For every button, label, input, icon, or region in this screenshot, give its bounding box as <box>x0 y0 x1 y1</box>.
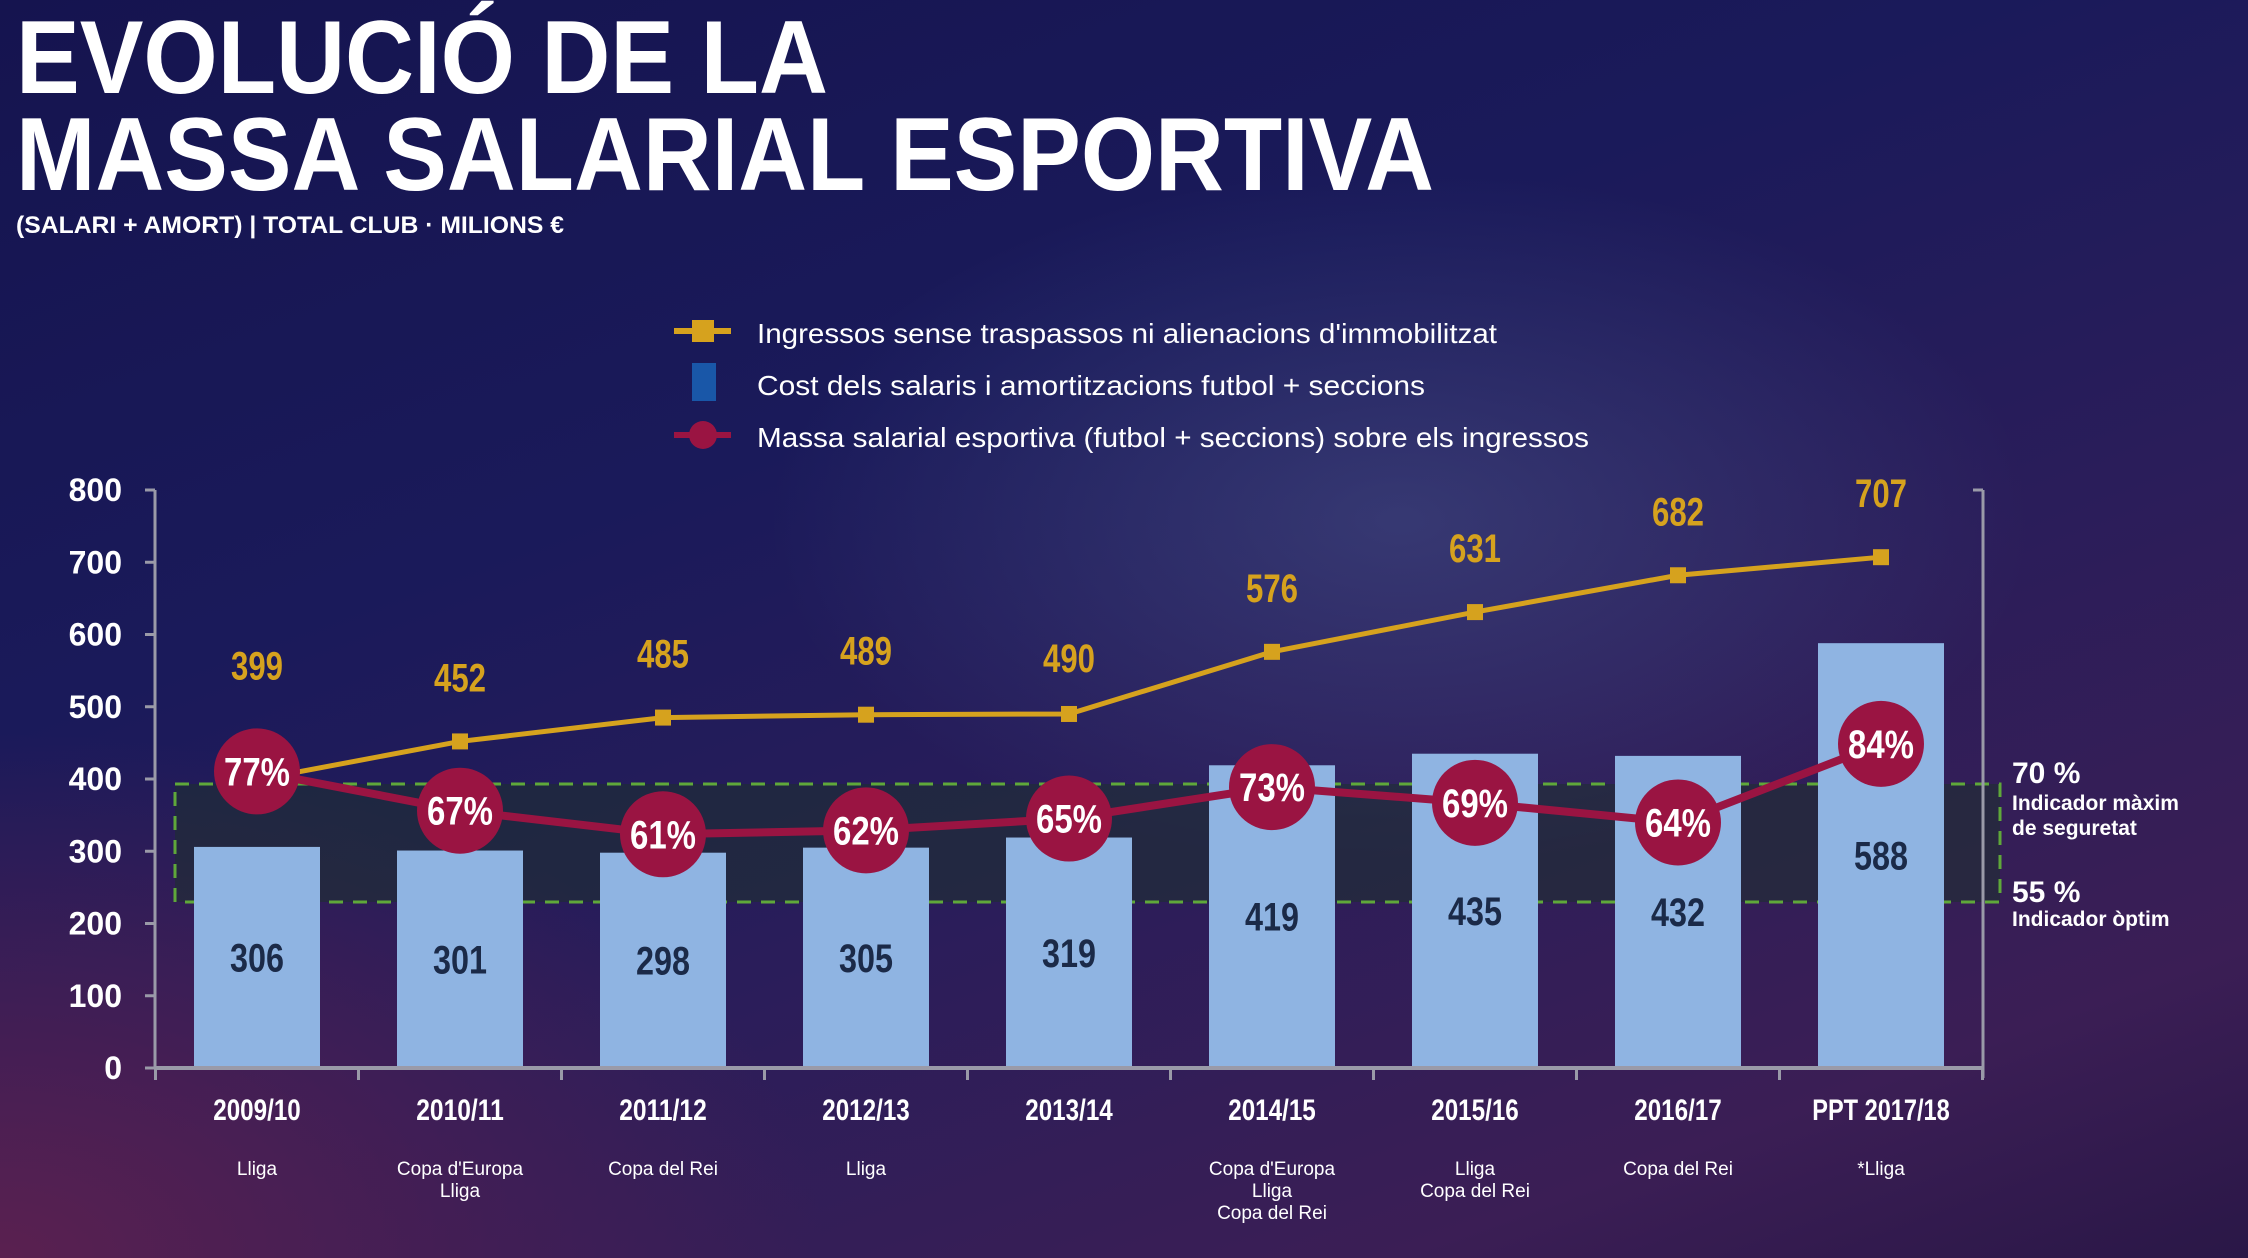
page-title-line1: EVOLUCIÓ DE LA <box>16 0 828 116</box>
income-point <box>858 706 874 723</box>
ratio-point <box>620 791 706 878</box>
legend: Ingressos sense traspassos ni alienacion… <box>674 318 1589 453</box>
x-category-label: 2010/11 <box>416 1094 504 1127</box>
x-category-label: 2013/14 <box>1025 1094 1113 1127</box>
ratio-value-label: 61% <box>630 813 696 857</box>
ratio-value-label: 84% <box>1848 723 1914 767</box>
bar-cost <box>803 847 929 1068</box>
y-tick-label: 500 <box>69 689 122 725</box>
bar-value-label: 298 <box>636 939 690 983</box>
ratio-value-label: 77% <box>224 750 290 794</box>
bar-value-label: 435 <box>1448 890 1502 934</box>
x-category-label: 2011/12 <box>619 1094 707 1127</box>
y-tick-label: 200 <box>69 906 122 942</box>
band-upper-value: 70 % <box>2012 757 2080 790</box>
bar-cost <box>1006 837 1132 1068</box>
income-value-label: 576 <box>1246 567 1298 611</box>
x-category-label: 2015/16 <box>1431 1094 1519 1127</box>
band-upper-label2: de seguretat <box>2012 817 2137 840</box>
income-point <box>1061 705 1077 722</box>
x-category-label: 2016/17 <box>1634 1094 1722 1127</box>
income-value-label: 399 <box>231 645 283 689</box>
titles-won-label: Lliga <box>237 1159 278 1180</box>
income-point <box>1670 567 1686 584</box>
bar-value-label: 432 <box>1651 891 1705 935</box>
ratio-point <box>823 787 909 874</box>
income-point <box>452 733 468 750</box>
ratio-value-label: 69% <box>1442 782 1508 826</box>
income-point <box>1467 604 1483 621</box>
income-point <box>1264 643 1280 660</box>
x-category-label: 2009/10 <box>213 1094 301 1127</box>
titles-won-label: Lliga <box>1455 1159 1496 1180</box>
titles-won-label: Copa del Rei <box>608 1159 718 1180</box>
bar-value-label: 306 <box>230 936 284 980</box>
titles-won-label: Copa del Rei <box>1217 1203 1327 1224</box>
bar-cost <box>600 852 726 1068</box>
x-category-label: PPT 2017/18 <box>1812 1094 1950 1127</box>
ratio-value-label: 65% <box>1036 798 1102 842</box>
titles-won-label: *Lliga <box>1857 1159 1905 1180</box>
x-category-label: 2014/15 <box>1228 1094 1316 1127</box>
titles-won-label: Copa del Rei <box>1420 1181 1530 1202</box>
titles-won-label: Copa del Rei <box>1623 1159 1733 1180</box>
y-tick-label: 100 <box>69 978 122 1014</box>
titles-won-label: Lliga <box>846 1159 887 1180</box>
ratio-value-label: 67% <box>427 790 493 834</box>
income-point <box>655 709 671 726</box>
ratio-value-label: 62% <box>833 809 899 853</box>
bar-cost <box>194 846 320 1068</box>
ratio-point <box>417 767 503 854</box>
subtitle: (SALARI + AMORT) | TOTAL CLUB · MILIONS … <box>16 212 564 239</box>
bar-value-label: 588 <box>1854 835 1908 879</box>
band-upper-label1: Indicador màxim <box>2012 792 2179 815</box>
bar-value-label: 301 <box>433 938 487 982</box>
titles-won-label: Copa d'Europa <box>397 1159 524 1180</box>
ratio-point <box>1229 744 1315 831</box>
titles-won-label: Lliga <box>440 1181 481 1202</box>
ratio-value-label: 64% <box>1645 801 1711 845</box>
y-tick-label: 400 <box>69 761 122 797</box>
legend-ratio-label: Massa salarial esportiva (futbol + secci… <box>757 422 1589 453</box>
income-value-label: 485 <box>637 633 689 677</box>
ratio-point <box>1635 779 1721 866</box>
legend-ratio-icon <box>674 421 731 449</box>
y-tick-label: 800 <box>69 472 122 508</box>
ratio-point <box>1838 700 1924 787</box>
income-value-label: 452 <box>434 656 486 700</box>
bar-value-label: 319 <box>1042 932 1096 976</box>
ratio-point <box>1432 759 1518 846</box>
legend-cost-icon <box>692 363 716 401</box>
page-title-line2: MASSA SALARIAL ESPORTIVA <box>16 97 1434 213</box>
y-tick-label: 600 <box>69 617 122 653</box>
legend-cost-label: Cost dels salaris i amortitzacions futbo… <box>757 370 1425 401</box>
y-tick-label: 0 <box>104 1050 122 1086</box>
titles-won-label: Copa d'Europa <box>1209 1159 1336 1180</box>
income-value-label: 490 <box>1043 637 1095 681</box>
titles-won-label: Lliga <box>1252 1181 1293 1202</box>
y-tick-label: 300 <box>69 833 122 869</box>
ratio-point <box>1026 775 1112 862</box>
bar-value-label: 305 <box>839 937 893 981</box>
income-point <box>1873 549 1889 566</box>
band-lower-value: 55 % <box>2012 876 2080 909</box>
ratio-point <box>214 728 300 815</box>
income-value-label: 489 <box>840 630 892 674</box>
ratio-value-label: 73% <box>1239 766 1305 810</box>
x-category-label: 2012/13 <box>822 1094 910 1127</box>
income-value-label: 707 <box>1855 472 1907 516</box>
band-lower-label: Indicador òptim <box>2012 908 2170 931</box>
bar-cost <box>397 850 523 1068</box>
legend-income-label: Ingressos sense traspassos ni alienacion… <box>757 318 1497 349</box>
y-tick-label: 700 <box>69 544 122 580</box>
income-value-label: 682 <box>1652 490 1704 534</box>
bar-value-label: 419 <box>1245 896 1299 940</box>
legend-income-icon <box>674 320 731 342</box>
income-value-label: 631 <box>1449 527 1501 571</box>
